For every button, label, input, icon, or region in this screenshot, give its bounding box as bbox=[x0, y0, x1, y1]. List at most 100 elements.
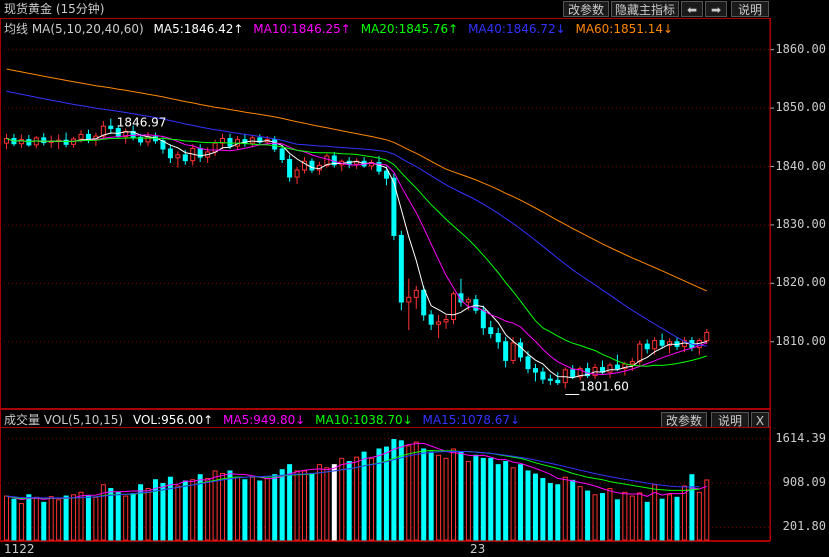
candle-body bbox=[629, 361, 635, 365]
volume-bar bbox=[272, 474, 278, 541]
volume-bar bbox=[56, 499, 62, 541]
volume-bar bbox=[383, 446, 389, 541]
ma10-line bbox=[6, 134, 707, 376]
volume-bar bbox=[78, 491, 84, 541]
x-tick-23: 23 bbox=[470, 542, 486, 556]
volume-bar bbox=[428, 451, 434, 541]
vol-ma15-value: MA15:1078.67↓ bbox=[422, 413, 521, 427]
volume-bar bbox=[153, 479, 158, 541]
volume-bar bbox=[354, 456, 360, 541]
volume-bar bbox=[324, 467, 330, 541]
ma40-line bbox=[6, 90, 707, 347]
candle-body bbox=[309, 160, 315, 171]
price-tick-label: 1810.00 bbox=[775, 333, 826, 348]
vol-ma5-value: MA5:949.80↓ bbox=[223, 413, 306, 427]
volume-bar bbox=[309, 472, 315, 541]
candle-body bbox=[130, 130, 136, 138]
hide-main-indicator-button[interactable]: 隐藏主指标 bbox=[611, 1, 679, 17]
volume-bar bbox=[369, 457, 375, 541]
params-button[interactable]: 改参数 bbox=[563, 1, 609, 17]
arrow-right-icon[interactable]: ➡ bbox=[705, 1, 727, 17]
volume-bar bbox=[302, 470, 307, 541]
volume-bar bbox=[689, 474, 695, 541]
vol-ma15-line bbox=[6, 450, 700, 499]
volume-bar bbox=[63, 495, 69, 541]
candle-body bbox=[220, 137, 226, 144]
candle-body bbox=[421, 289, 427, 316]
volume-bar bbox=[100, 484, 106, 541]
volume-bar bbox=[287, 464, 293, 541]
candle-body bbox=[175, 154, 181, 159]
volume-bar bbox=[488, 457, 494, 541]
volume-bar bbox=[160, 483, 166, 541]
candle-body bbox=[212, 142, 218, 153]
ma5-value: MA5:1846.42↑ bbox=[153, 22, 244, 36]
candle-body bbox=[532, 368, 538, 373]
volume-bar bbox=[577, 486, 583, 541]
candle-body bbox=[480, 309, 486, 329]
help-button[interactable]: 说明 bbox=[731, 1, 769, 17]
candle-body bbox=[495, 333, 501, 343]
volume-legend: 成交量 VOL(5,10,15) VOL:956.00↑ MA5:949.80↓… bbox=[4, 411, 526, 429]
candle-body bbox=[458, 293, 464, 303]
candle-body bbox=[26, 139, 32, 146]
vol-ma10-value: MA10:1038.70↓ bbox=[315, 413, 413, 427]
arrow-left-icon[interactable]: ⬅ bbox=[681, 1, 703, 17]
vol-value: VOL:956.00↑ bbox=[132, 413, 214, 427]
volume-bar bbox=[413, 441, 419, 541]
ma20-value: MA20:1845.76↑ bbox=[360, 22, 459, 36]
volume-bar bbox=[220, 472, 226, 541]
candle-body bbox=[540, 371, 546, 380]
volume-bar bbox=[71, 494, 77, 541]
volume-bar bbox=[696, 491, 702, 541]
volume-bar bbox=[495, 464, 501, 541]
candle-body bbox=[555, 379, 561, 384]
candle-body bbox=[108, 125, 114, 130]
volume-bar bbox=[257, 480, 263, 541]
volume-bar bbox=[600, 493, 605, 541]
volume-bar bbox=[622, 491, 628, 541]
candle-body bbox=[167, 148, 173, 159]
candle-body bbox=[577, 368, 583, 378]
candle-body bbox=[18, 139, 24, 145]
candle-body bbox=[667, 341, 673, 346]
candle-body bbox=[85, 133, 91, 141]
volume-bar bbox=[242, 479, 248, 541]
volume-bar bbox=[294, 470, 300, 541]
volume-bar bbox=[555, 484, 561, 541]
candle-body bbox=[488, 327, 494, 335]
volume-bar bbox=[339, 457, 345, 541]
candle-body bbox=[398, 234, 404, 303]
volume-bar bbox=[503, 461, 509, 541]
high-annotation: 1846.97 bbox=[117, 116, 167, 130]
volume-bar bbox=[123, 495, 129, 541]
candle-body bbox=[570, 369, 576, 378]
candle-body bbox=[607, 364, 613, 373]
volume-bar bbox=[540, 477, 546, 541]
volume-bar bbox=[138, 484, 144, 541]
candle-body bbox=[436, 321, 442, 325]
volume-bar bbox=[331, 464, 337, 541]
volume-bar bbox=[48, 496, 54, 541]
candle-body bbox=[510, 342, 516, 361]
volume-bar bbox=[316, 464, 322, 541]
volume-bar bbox=[205, 477, 211, 541]
price-tick-label: 1820.00 bbox=[775, 275, 826, 290]
candle-body bbox=[376, 161, 382, 172]
volume-bar bbox=[234, 476, 240, 541]
ma60-value: MA60:1851.14↓ bbox=[575, 22, 674, 36]
candle-body bbox=[78, 133, 84, 140]
candle-body bbox=[272, 139, 278, 150]
volume-bar bbox=[197, 474, 203, 541]
candle-body bbox=[145, 136, 151, 143]
candle-body bbox=[294, 169, 300, 178]
volume-bar bbox=[115, 491, 121, 541]
volume-bar bbox=[212, 470, 218, 541]
volume-bar bbox=[547, 483, 553, 541]
candle-body bbox=[659, 340, 665, 346]
candle-body bbox=[525, 356, 531, 370]
candle-body bbox=[279, 148, 285, 160]
volume-bar bbox=[570, 479, 576, 541]
volume-bar bbox=[458, 451, 464, 541]
